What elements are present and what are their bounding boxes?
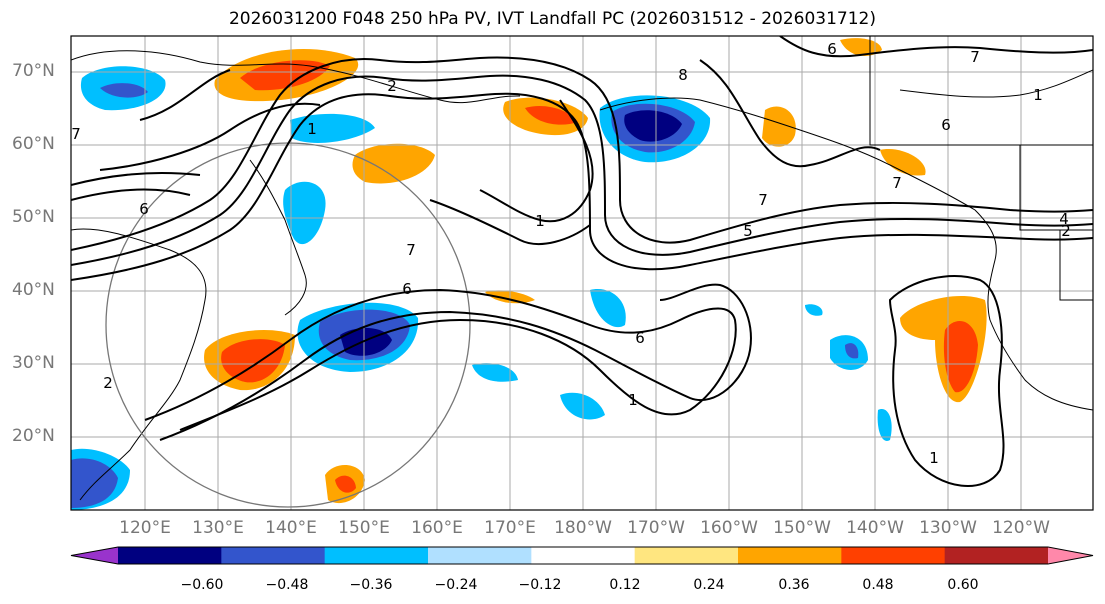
red-blob [335, 475, 356, 493]
coastlines [71, 36, 1093, 501]
colorbar-tick: 0.36 [778, 577, 810, 593]
red-blob [943, 321, 978, 393]
contour-label: 7 [970, 48, 980, 66]
cyan-blob [472, 363, 518, 382]
lon-label: 160°E [411, 518, 463, 538]
colorbar-extend-high [1048, 547, 1093, 564]
contour-label: 7 [892, 174, 902, 192]
red-blob [525, 105, 578, 125]
cyan-blob [283, 181, 326, 245]
colorbar-swatch [841, 547, 946, 564]
pv-anomaly-shading [71, 38, 987, 510]
lon-label: 150°E [338, 518, 390, 538]
colorbar-tick: 0.12 [609, 577, 641, 593]
contour-label: 6 [402, 280, 412, 298]
colorbar-outline [70, 546, 1094, 565]
colorbar-swatch [634, 547, 739, 564]
colorbar-extend-low [71, 547, 118, 564]
colorbar-swatch [118, 547, 222, 564]
contour-label: 8 [678, 66, 688, 84]
colorbar-swatch [738, 547, 842, 564]
lat-label: 70°N [12, 61, 55, 81]
colorbar-tick: −0.24 [434, 577, 478, 593]
lat-label: 60°N [12, 134, 55, 154]
colorbar-swatch [221, 547, 326, 564]
lat-label: 30°N [12, 353, 55, 373]
orange-blob [762, 106, 796, 147]
orange-blob [840, 38, 882, 56]
colorbar-tick: −0.12 [518, 577, 562, 593]
contour-label: 4 [1059, 210, 1069, 228]
blue-blob [845, 343, 859, 359]
map-border [70, 35, 1094, 511]
cyan-blob [290, 113, 375, 143]
colorbar-swatch [324, 547, 429, 564]
lon-label: 120°E [119, 518, 171, 538]
contour-label: 5 [743, 222, 753, 240]
contour-label: 6 [941, 116, 951, 134]
pv-contours [71, 36, 1093, 487]
contour-label: 1 [1033, 86, 1043, 104]
colorbar-swatch [428, 547, 532, 564]
colorbar-tick: 0.48 [862, 577, 894, 593]
contour-label: 7 [71, 125, 81, 143]
contour-label: 1 [628, 391, 638, 409]
lon-label: 140°W [846, 518, 904, 538]
colorbar [70, 546, 1094, 565]
contour-label: 6 [827, 40, 837, 58]
graticule [71, 36, 1093, 510]
contour-label: 6 [139, 200, 149, 218]
orange-blob [880, 149, 926, 176]
contour-label: 2 [387, 77, 397, 95]
map-title: 2026031200 F048 250 hPa PV, IVT Landfall… [228, 9, 876, 29]
contour-labels: 2 1 6 7 8 1 5 4 2 6 7 7 1 6 2 1 7 6 6 7 … [71, 40, 1071, 467]
lon-label: 170°E [484, 518, 536, 538]
lat-label: 50°N [12, 207, 55, 227]
lon-label: 160°W [700, 518, 758, 538]
blue-blob [100, 83, 148, 98]
map-frame [71, 36, 1093, 510]
colorbar-tick: −0.48 [265, 577, 309, 593]
cyan-blob [590, 289, 626, 328]
lon-label: 180°W [554, 518, 612, 538]
lon-label: 130°E [192, 518, 244, 538]
colorbar-swatch [944, 547, 1049, 564]
contour-label: 2 [1061, 222, 1071, 240]
colorbar-tick: −0.36 [349, 577, 393, 593]
orange-blob [352, 143, 435, 184]
colorbar-tick: −0.60 [180, 577, 224, 593]
contour-label: 7 [758, 191, 768, 209]
contour-label: 1 [307, 120, 317, 138]
navy-blob [624, 110, 682, 142]
contour-label: 2 [103, 374, 113, 392]
contour-label: 7 [406, 241, 416, 259]
contour-label: 1 [929, 449, 939, 467]
cyan-blob [877, 409, 892, 441]
colorbar-tick: 0.60 [947, 577, 979, 593]
colorbar-tick: 0.24 [693, 577, 725, 593]
lat-label: 20°N [12, 426, 55, 446]
lon-label: 140°E [265, 518, 317, 538]
lon-label: 150°W [773, 518, 831, 538]
contour-label: 1 [535, 212, 545, 230]
contour-label: 6 [635, 329, 645, 347]
lon-label: 120°W [992, 518, 1050, 538]
lat-label: 40°N [12, 280, 55, 300]
lon-label: 170°W [627, 518, 685, 538]
red-blob [221, 339, 285, 383]
lon-label: 130°W [919, 518, 977, 538]
cyan-blob [805, 304, 823, 316]
red-blob [240, 60, 330, 91]
colorbar-swatch [531, 547, 636, 564]
